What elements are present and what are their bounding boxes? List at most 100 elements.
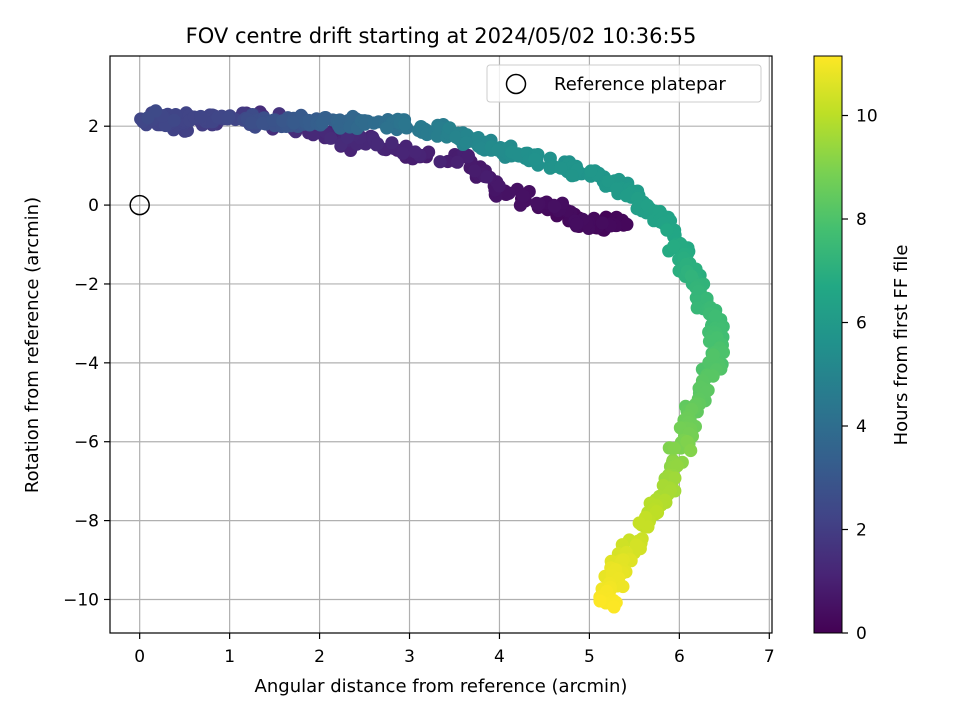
y-tick-label: −6 <box>74 433 99 453</box>
data-point <box>716 345 731 359</box>
data-point <box>380 121 394 135</box>
legend-box <box>486 64 762 103</box>
reference-marker <box>129 194 150 216</box>
y-tick-label: 2 <box>88 117 99 137</box>
legend-label: Reference platepar <box>554 74 726 95</box>
data-point <box>528 152 542 166</box>
data-point <box>607 600 621 614</box>
data-point <box>324 131 338 145</box>
data-point <box>584 164 598 178</box>
data-point <box>276 114 290 128</box>
plot-background <box>110 56 772 633</box>
data-point <box>620 217 634 231</box>
data-point <box>398 117 412 131</box>
x-tick-label: 4 <box>494 647 505 667</box>
colorbar-tick-label: 6 <box>856 314 867 334</box>
data-point <box>167 113 181 127</box>
data-point <box>408 145 422 159</box>
data-point <box>396 146 410 160</box>
data-point <box>502 186 516 200</box>
data-point <box>449 130 463 144</box>
data-point <box>211 110 225 124</box>
colorbar-tick-label: 0 <box>856 624 867 644</box>
chart-title: FOV centre drift starting at 2024/05/02 … <box>186 24 697 48</box>
data-point <box>141 111 155 125</box>
colorbar-tick-label: 4 <box>856 417 867 437</box>
data-point <box>371 137 385 151</box>
data-point <box>468 164 482 178</box>
data-point <box>610 182 624 196</box>
data-point <box>194 109 208 124</box>
data-point <box>649 505 664 519</box>
y-axis-ticks: 2 0 −2 −4 −6 −8 −10 <box>63 117 110 610</box>
legend-marker-icon <box>505 73 527 95</box>
data-point <box>385 136 399 150</box>
data-point <box>667 239 681 253</box>
plot-frame <box>109 55 773 634</box>
data-point <box>593 594 607 608</box>
colorbar-gradient <box>814 56 842 633</box>
y-tick-label: −10 <box>63 590 99 610</box>
data-point <box>708 309 723 323</box>
data-point <box>459 136 473 150</box>
data-point <box>516 189 531 203</box>
y-tick-label: −2 <box>74 275 99 295</box>
data-point <box>491 143 505 157</box>
data-point <box>244 116 259 130</box>
colorbar-tick-label: 2 <box>856 521 867 541</box>
data-point <box>221 111 236 125</box>
data-point <box>706 348 721 362</box>
x-axis-label: Angular distance from reference (arcmin) <box>255 676 628 697</box>
data-point <box>667 441 681 455</box>
legend: Reference platepar <box>486 64 762 103</box>
x-tick-label: 1 <box>224 647 235 667</box>
data-point <box>554 161 568 175</box>
data-point <box>530 196 544 210</box>
data-point <box>684 269 699 283</box>
colorbar: 0 2 4 6 8 10 Hours from first FF file <box>813 55 912 644</box>
data-point <box>565 169 579 183</box>
x-axis-ticks: 0 1 2 3 4 5 6 7 <box>134 633 775 667</box>
x-tick-label: 5 <box>584 647 595 667</box>
colorbar-tick-label: 10 <box>856 107 878 127</box>
y-tick-label: −4 <box>74 354 99 374</box>
data-point <box>668 471 682 485</box>
scatter-points <box>134 104 731 614</box>
x-tick-label: 2 <box>314 647 325 667</box>
colorbar-tick-label: 8 <box>856 210 867 230</box>
grid <box>110 56 772 633</box>
data-point <box>340 130 354 144</box>
data-point <box>256 116 270 130</box>
x-tick-label: 7 <box>764 647 775 667</box>
data-point <box>629 538 643 552</box>
data-point <box>480 170 494 184</box>
data-point <box>595 216 609 230</box>
colorbar-frame <box>813 55 843 634</box>
colorbar-label: Hours from first FF file <box>891 245 912 446</box>
x-tick-label: 0 <box>134 647 145 667</box>
colorbar-ticks: 0 2 4 6 8 10 <box>842 107 878 644</box>
y-tick-label: −8 <box>74 512 99 532</box>
reference-point-icon <box>129 194 150 216</box>
data-point <box>287 116 301 130</box>
data-point <box>450 155 464 169</box>
data-point <box>632 516 646 530</box>
y-axis-label: Rotation from reference (arcmin) <box>22 197 43 493</box>
data-point <box>547 199 562 213</box>
data-point <box>660 223 674 237</box>
data-point <box>619 189 634 203</box>
data-point <box>461 149 475 163</box>
data-point <box>474 141 488 156</box>
data-point <box>570 217 584 231</box>
data-point <box>691 284 705 298</box>
data-point <box>315 116 330 130</box>
data-point <box>433 155 447 169</box>
x-tick-label: 3 <box>404 647 415 667</box>
plot-area: 0 1 2 3 4 5 6 7 2 0 −2 −4 −6 −8 −10 <box>63 55 775 667</box>
y-tick-label: 0 <box>88 196 99 216</box>
data-point <box>492 179 506 193</box>
data-point <box>616 579 630 594</box>
data-point <box>684 443 698 458</box>
x-tick-label: 6 <box>674 647 685 667</box>
